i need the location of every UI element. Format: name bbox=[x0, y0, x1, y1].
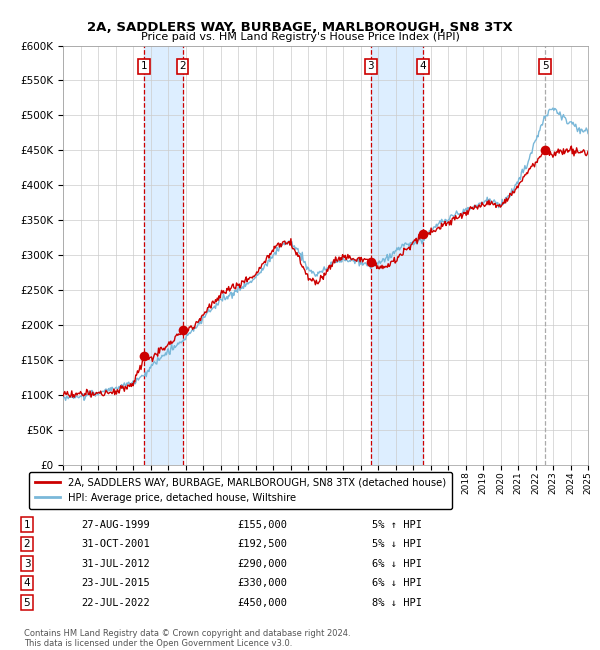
Text: 31-JUL-2012: 31-JUL-2012 bbox=[81, 558, 150, 569]
Text: 5% ↑ HPI: 5% ↑ HPI bbox=[372, 519, 422, 530]
Text: 27-AUG-1999: 27-AUG-1999 bbox=[81, 519, 150, 530]
Text: 3: 3 bbox=[367, 62, 374, 72]
Text: 2: 2 bbox=[23, 539, 31, 549]
Text: 6% ↓ HPI: 6% ↓ HPI bbox=[372, 558, 422, 569]
Text: £192,500: £192,500 bbox=[237, 539, 287, 549]
Text: 6% ↓ HPI: 6% ↓ HPI bbox=[372, 578, 422, 588]
Text: 3: 3 bbox=[23, 558, 31, 569]
Bar bbox=[371, 46, 423, 465]
Text: £290,000: £290,000 bbox=[237, 558, 287, 569]
Text: 4: 4 bbox=[419, 62, 426, 72]
Text: £450,000: £450,000 bbox=[237, 597, 287, 608]
Text: 4: 4 bbox=[23, 578, 31, 588]
Text: 5: 5 bbox=[542, 62, 548, 72]
Text: 2A, SADDLERS WAY, BURBAGE, MARLBOROUGH, SN8 3TX: 2A, SADDLERS WAY, BURBAGE, MARLBOROUGH, … bbox=[87, 21, 513, 34]
Text: £330,000: £330,000 bbox=[237, 578, 287, 588]
Text: Price paid vs. HM Land Registry's House Price Index (HPI): Price paid vs. HM Land Registry's House … bbox=[140, 32, 460, 42]
Text: Contains HM Land Registry data © Crown copyright and database right 2024.
This d: Contains HM Land Registry data © Crown c… bbox=[24, 629, 350, 648]
Text: 8% ↓ HPI: 8% ↓ HPI bbox=[372, 597, 422, 608]
Legend: 2A, SADDLERS WAY, BURBAGE, MARLBOROUGH, SN8 3TX (detached house), HPI: Average p: 2A, SADDLERS WAY, BURBAGE, MARLBOROUGH, … bbox=[29, 472, 452, 508]
Text: 23-JUL-2015: 23-JUL-2015 bbox=[81, 578, 150, 588]
Text: 2: 2 bbox=[179, 62, 186, 72]
Text: 31-OCT-2001: 31-OCT-2001 bbox=[81, 539, 150, 549]
Text: 5% ↓ HPI: 5% ↓ HPI bbox=[372, 539, 422, 549]
Text: £155,000: £155,000 bbox=[237, 519, 287, 530]
Text: 22-JUL-2022: 22-JUL-2022 bbox=[81, 597, 150, 608]
Text: 5: 5 bbox=[23, 597, 31, 608]
Text: 1: 1 bbox=[23, 519, 31, 530]
Text: 1: 1 bbox=[141, 62, 148, 72]
Bar bbox=[145, 46, 182, 465]
